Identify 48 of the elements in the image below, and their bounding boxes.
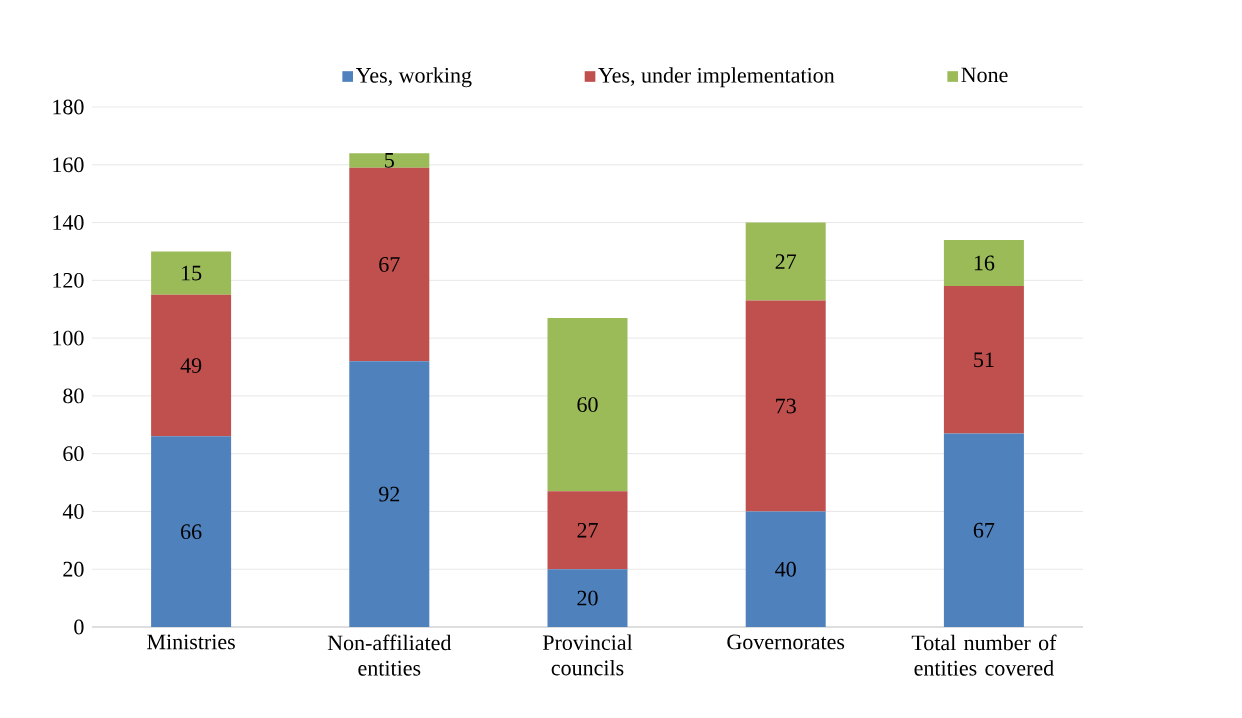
data-label: 49: [180, 358, 202, 373]
x-tick-label: Ministries: [147, 634, 235, 650]
bar: [547, 317, 628, 492]
x-tick-label: Provincial councils: [542, 634, 633, 676]
bar: [349, 153, 430, 168]
bar: [745, 511, 826, 627]
x-tick-label: Total number of entities covered: [911, 634, 1057, 676]
data-label: 73: [776, 398, 796, 414]
bar: [547, 569, 628, 627]
y-tick-label: 160: [53, 157, 84, 173]
y-tick-label: 40: [62, 504, 84, 519]
x-tick-label: Governorates: [727, 634, 845, 650]
y-tick-label: 0: [74, 619, 84, 635]
data-label: 67: [973, 522, 995, 538]
data-label: 51: [974, 352, 994, 368]
data-label: 5: [385, 153, 394, 168]
y-tick-label: 60: [63, 446, 84, 462]
bar: [547, 491, 628, 570]
data-label: 27: [775, 254, 797, 269]
y-tick-label: 20: [63, 561, 84, 577]
legend-label: Yes, under implementation: [598, 67, 835, 88]
y-tick-label: 100: [53, 330, 84, 346]
x-tick-label: Non-affiliated entities: [327, 634, 452, 676]
data-label: 40: [775, 561, 796, 577]
y-tick-label: 120: [53, 272, 84, 288]
legend-label: None: [961, 67, 1008, 83]
data-label: 27: [577, 522, 598, 538]
data-label: 66: [181, 524, 202, 540]
data-label: 67: [379, 257, 400, 272]
bar: [349, 361, 430, 627]
bar: [943, 286, 1024, 434]
bar: [745, 222, 826, 301]
data-label: 20: [577, 590, 598, 606]
bar: [745, 300, 826, 512]
y-tick-label: 140: [53, 215, 84, 230]
data-label: 92: [379, 486, 400, 502]
data-label: 60: [577, 397, 598, 412]
y-tick-label: 180: [53, 99, 84, 115]
data-label: 16: [974, 255, 995, 271]
legend-label: Yes, working: [355, 67, 472, 88]
bar: [151, 294, 232, 437]
data-label: 15: [182, 265, 202, 281]
bar: [943, 239, 1024, 287]
bar: [151, 436, 232, 627]
bar: [151, 251, 232, 295]
y-tick-label: 80: [63, 388, 84, 404]
bar: [349, 167, 430, 362]
bar: [943, 433, 1024, 627]
